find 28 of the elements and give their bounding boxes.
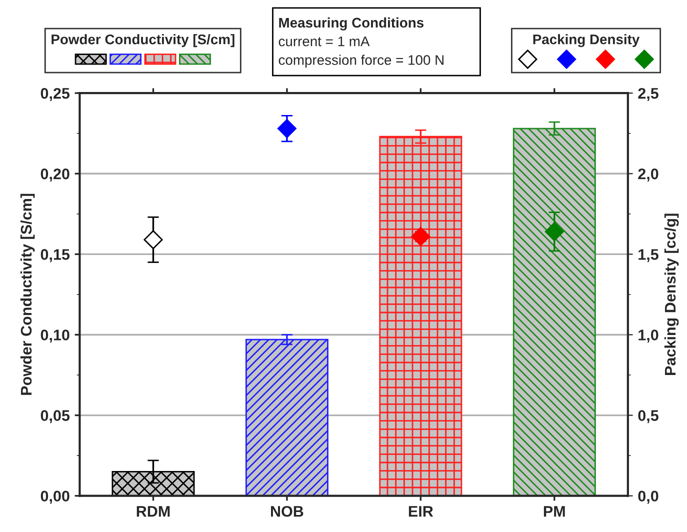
point xyxy=(411,226,430,246)
y-tick-label: 0,00 xyxy=(40,490,70,504)
point xyxy=(277,119,296,138)
text: Packing Density xyxy=(533,34,640,48)
text: current = 1 mA xyxy=(278,36,370,46)
bar xyxy=(245,338,328,496)
y2-tick-label: 2,5 xyxy=(638,88,658,101)
y2-tick-label: 1,5 xyxy=(638,249,658,262)
x-tick-label: EIR xyxy=(408,506,434,517)
point xyxy=(144,230,163,250)
y2-tick-label: 1,0 xyxy=(638,330,658,343)
y-tick-label: 0,20 xyxy=(40,168,70,182)
x-tick-label: PM xyxy=(544,506,565,517)
point xyxy=(544,222,564,242)
y-tick-label: 0,05 xyxy=(40,410,70,424)
y2-axis-title: Packing Density [cc/g] xyxy=(664,214,679,375)
y2-tick-label: 0,0 xyxy=(638,490,658,504)
y2-tick-label: 2,0 xyxy=(638,168,658,182)
legend-title: Powder Conductivity [S/cm] xyxy=(52,34,234,48)
y2-tick-label: 0,5 xyxy=(638,410,658,424)
text: Measuring Conditions xyxy=(279,17,424,30)
y-axis-title: Powder Conductivity [S/cm] xyxy=(20,194,35,395)
x-tick-label: RDM xyxy=(136,506,170,517)
x-tick-label: NOB xyxy=(270,506,304,517)
text: compression force = 100 N xyxy=(278,54,444,68)
y-tick-label: 0,15 xyxy=(40,249,70,262)
y-tick-label: 0,10 xyxy=(40,330,70,343)
y-tick-label: 0,25 xyxy=(40,88,70,101)
